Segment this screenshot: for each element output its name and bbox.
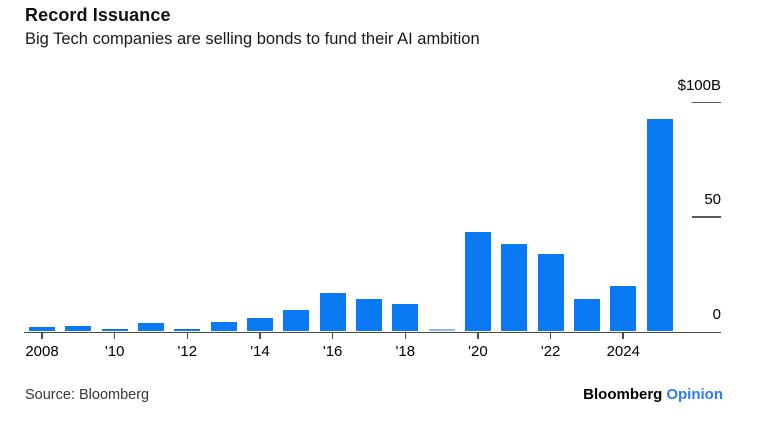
x-tick-label-2024: 2024 [606,343,640,360]
bar-2015 [283,309,310,332]
bar-2025 [646,118,673,332]
bar-2020 [464,231,491,332]
x-tick-2020 [477,333,479,340]
x-tick-label-2012: '12 [177,343,198,360]
x-tick-2010 [113,333,116,340]
bar-2022 [537,253,564,332]
x-tick-label-2010: '10 [104,343,125,360]
bar-2021 [501,244,528,332]
bar-2008 [29,326,55,332]
brand-bloomberg: Bloomberg [583,386,663,403]
x-tick-label-2014: '14 [250,343,270,360]
bar-2019 [428,329,455,332]
bar-2023 [573,299,600,332]
bar-2011 [137,323,164,332]
bar-2010 [101,329,128,332]
bar-2014 [246,317,273,332]
y-tick-line-100 [692,101,721,104]
x-tick-2022 [549,333,552,340]
bar-2017 [355,299,382,332]
y-tick-label-50: 50 [704,191,721,208]
bar-2009 [65,325,92,332]
bar-2024 [610,285,637,332]
x-tick-2016 [331,333,334,340]
bar-2018 [392,304,419,332]
x-tick-2012 [186,333,189,340]
y-tick-label-100: $100B [677,76,721,94]
brand-logo: Bloomberg Opinion [583,386,723,403]
x-tick-label-2022: '22 [540,343,561,360]
chart-title: Record Issuance [25,5,171,25]
brand-opinion: Opinion [666,386,723,403]
x-tick-label-2020: '20 [468,343,488,360]
y-tick-label-0: 0 [712,305,721,323]
y-tick-line-50 [692,216,721,218]
x-tick-2014 [259,333,261,340]
x-tick-label-2008: 2008 [25,343,59,360]
x-tick-2018 [404,333,407,340]
x-tick-label-2018: '18 [395,343,416,360]
x-tick-2024 [622,333,625,340]
bar-2012 [174,329,201,332]
bar-2013 [210,322,237,332]
x-tick-2008 [41,333,43,340]
bar-2016 [319,292,346,332]
source-label: Source: Bloomberg [25,387,150,403]
x-axis-line [24,331,721,334]
chart-subtitle: Big Tech companies are selling bonds to … [25,30,480,48]
x-tick-label-2016: '16 [322,343,343,360]
